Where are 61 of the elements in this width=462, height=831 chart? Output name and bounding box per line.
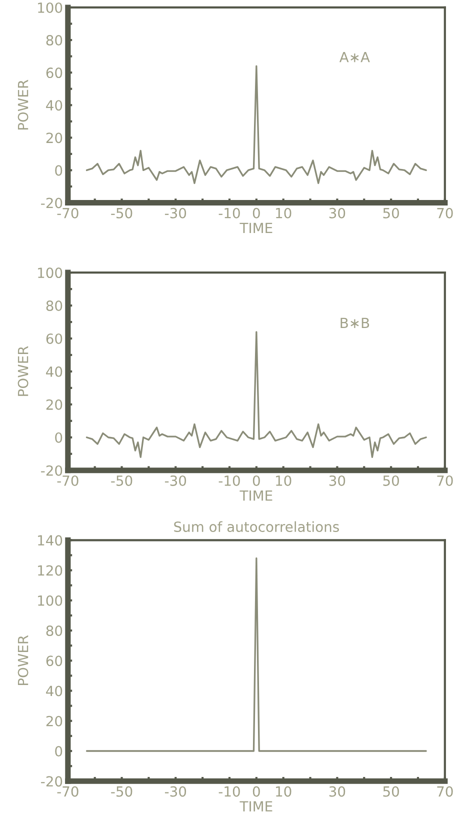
annotation: B∗B bbox=[340, 318, 370, 328]
y-tick-label: 60 bbox=[46, 656, 62, 666]
x-tick-label: 70 bbox=[437, 208, 453, 218]
x-tick-label: 10 bbox=[276, 475, 292, 486]
y-tick-label: 120 bbox=[38, 565, 62, 576]
y-tick-label: 100 bbox=[38, 2, 62, 13]
x-tick-label: 30 bbox=[329, 475, 346, 486]
x-tick-label: 0 bbox=[252, 208, 260, 218]
y-tick-label: 100 bbox=[38, 595, 62, 606]
x-axis-title: TIME bbox=[240, 222, 272, 234]
y-tick-label: 20 bbox=[46, 399, 62, 410]
x-tick-label: -10 bbox=[218, 208, 240, 218]
y-tick-label: 60 bbox=[46, 68, 62, 78]
y-tick-label: 80 bbox=[46, 300, 62, 312]
y-tick-label: 100 bbox=[38, 268, 62, 278]
x-tick-label: -30 bbox=[164, 786, 186, 797]
y-tick-label: 40 bbox=[46, 686, 62, 696]
annotation: A∗A bbox=[339, 52, 370, 62]
y-tick-label: -20 bbox=[41, 776, 62, 787]
x-tick-label: -30 bbox=[164, 475, 186, 486]
x-tick-label: -10 bbox=[218, 786, 240, 797]
line-series bbox=[86, 65, 427, 184]
y-tick-label: 40 bbox=[46, 100, 62, 111]
x-tick-label: 50 bbox=[383, 786, 399, 797]
y-tick-label: 20 bbox=[46, 132, 62, 144]
y-tick-label: -20 bbox=[41, 465, 62, 476]
y-tick-label: 140 bbox=[38, 535, 62, 546]
x-tick-label: -70 bbox=[57, 475, 78, 486]
y-tick-label: 0 bbox=[55, 432, 62, 443]
x-tick-label: 0 bbox=[252, 475, 260, 486]
x-tick-label: -50 bbox=[111, 786, 132, 797]
x-tick-label: -70 bbox=[57, 208, 78, 218]
y-axis-title: POWER bbox=[18, 346, 28, 396]
chart-title: Sum of autocorrelations bbox=[174, 521, 339, 532]
x-tick-label: 70 bbox=[437, 786, 453, 797]
x-tick-label: 10 bbox=[276, 786, 292, 797]
y-tick-label: 80 bbox=[46, 625, 62, 636]
x-tick-label: 30 bbox=[329, 208, 346, 218]
y-tick-label: -20 bbox=[41, 198, 62, 208]
y-tick-label: 60 bbox=[46, 333, 62, 344]
line-series bbox=[86, 331, 427, 458]
x-tick-label: -50 bbox=[111, 208, 132, 218]
x-tick-label: 0 bbox=[252, 786, 260, 797]
y-tick-label: 80 bbox=[46, 34, 62, 46]
x-tick-label: 50 bbox=[383, 208, 399, 218]
y-tick-label: 40 bbox=[46, 366, 62, 377]
x-tick-label: 50 bbox=[383, 475, 399, 486]
x-axis-title: TIME bbox=[240, 801, 272, 812]
x-tick-label: 30 bbox=[329, 786, 346, 797]
x-tick-label: 70 bbox=[437, 475, 453, 486]
x-axis-title: TIME bbox=[240, 490, 272, 501]
y-tick-label: 0 bbox=[55, 746, 62, 756]
y-tick-label: 0 bbox=[55, 165, 62, 176]
x-tick-label: -30 bbox=[164, 208, 186, 218]
x-tick-label: -70 bbox=[57, 786, 78, 797]
x-tick-label: 10 bbox=[276, 208, 292, 218]
y-tick-label: 20 bbox=[46, 716, 62, 726]
y-axis-title: POWER bbox=[18, 635, 28, 686]
y-axis-title: POWER bbox=[18, 80, 28, 130]
x-tick-label: -50 bbox=[111, 475, 132, 486]
x-tick-label: -10 bbox=[218, 475, 240, 486]
